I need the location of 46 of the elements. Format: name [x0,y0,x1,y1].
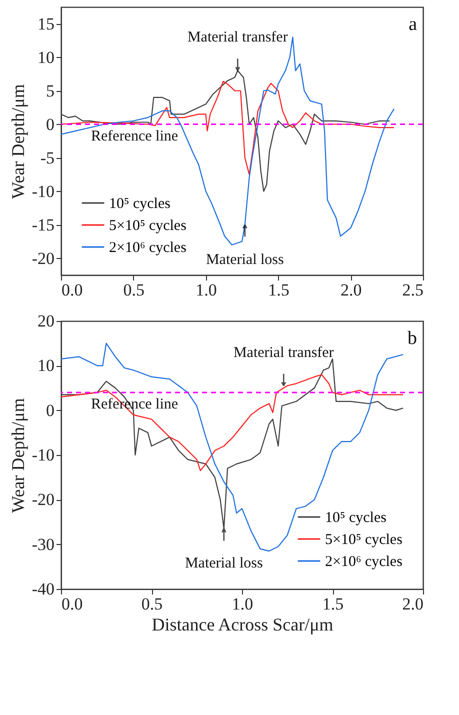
y-tick-label: -5 [40,148,54,168]
annotation: a [408,14,418,35]
y-tick-label: 0 [46,400,54,420]
x-tick-label: 1.0 [232,594,254,614]
line-series [61,342,404,552]
y-tick-label: -10 [32,182,54,201]
legend-label: 2×10⁶ cycles [109,240,187,256]
x-axis-title: Distance Across Scar/μm [152,614,334,634]
x-tick-label: 0.0 [62,594,83,614]
annotation: Material loss [184,556,264,572]
y-tick-label: 5 [46,81,54,100]
y-tick-label: -15 [32,215,54,234]
annotation: Material transfer [187,30,288,46]
line-series [61,70,390,192]
y-tick-label: -10 [32,446,54,464]
x-tick-label: 2.0 [402,594,424,614]
y-tick-label: 0 [46,114,54,134]
legend-label: 10⁵ cycles [109,196,171,212]
line-series [61,80,395,176]
ref-line-label: Reference line [91,128,178,144]
y-tick-label: -20 [32,490,54,510]
legend-label: 2×10⁶ cycles [325,554,403,570]
x-tick-label: 0.5 [141,594,163,614]
y-tick-label: 20 [38,312,54,330]
y-axis-title: Wear Depth/μm [8,84,28,199]
annotation: b [408,328,417,349]
y-axis-title: Wear Depth/μm [8,398,28,513]
y-tick-label: -20 [32,248,54,268]
legend-label: 5×10⁵ cycles [109,218,187,234]
x-tick-label: 2.0 [340,280,362,300]
y-tick-label: 10 [38,356,54,376]
legend-label: 10⁵ cycles [325,510,387,526]
x-tick-label: 2.5 [402,280,424,300]
x-tick-label: 1.5 [322,594,344,614]
x-tick-label: 0.5 [123,280,145,300]
y-tick-label: -30 [32,534,54,554]
x-tick-label: 0.0 [62,280,83,300]
annotation: Material transfer [233,344,334,361]
y-tick-label: -40 [32,580,54,598]
y-tick-label: 15 [38,14,54,34]
y-tick-label: 10 [38,48,54,67]
x-tick-label: 1.0 [196,280,217,300]
line-series [61,374,404,472]
annotation: Material loss [206,252,284,268]
legend-label: 5×10⁵ cycles [325,532,403,548]
x-tick-label: 1.5 [268,280,290,300]
